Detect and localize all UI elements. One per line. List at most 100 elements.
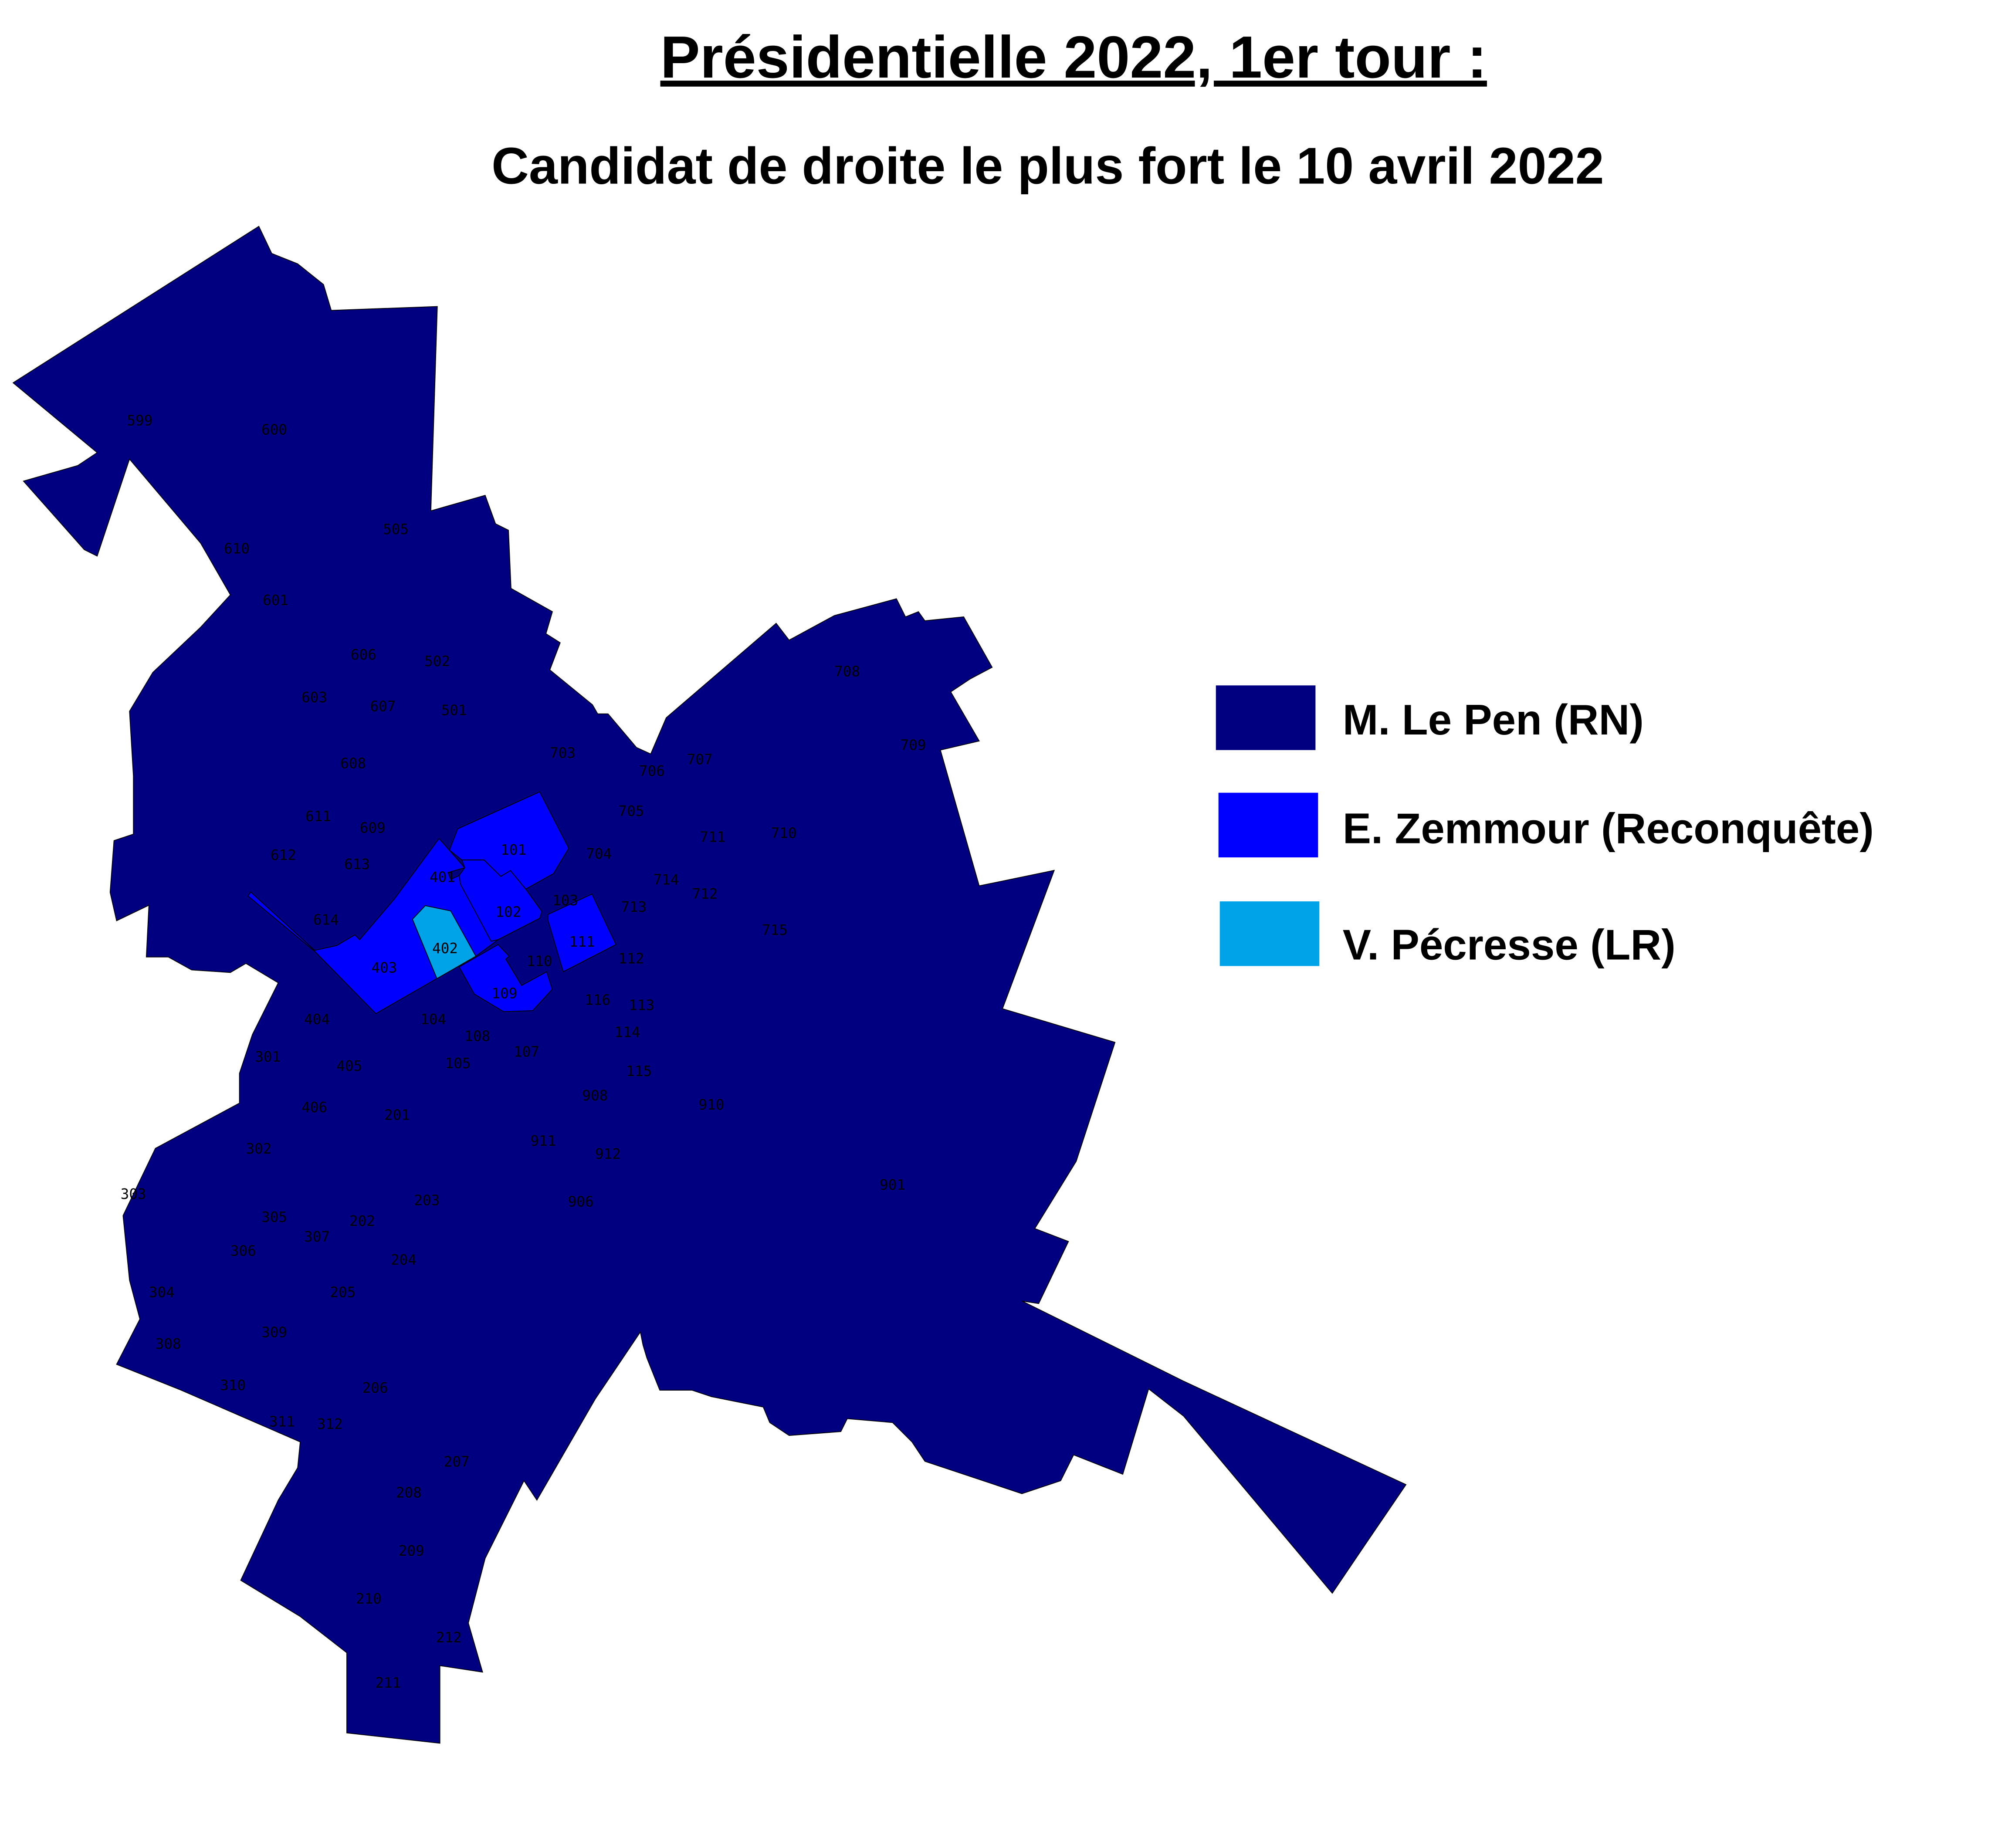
bureau-label-614: 614 [313, 911, 339, 928]
legend-swatch-pecresse [1219, 901, 1320, 966]
bureau-label-708: 708 [834, 663, 860, 680]
bureau-label-304: 304 [149, 1284, 175, 1300]
bureau-labels: 599 600 610 601 505 606 502 603 607 501 608 611 612 6… [121, 413, 926, 1691]
bureau-label-111: 111 [569, 934, 595, 950]
commune-map [12, 226, 1407, 1744]
bureau-label-610: 610 [224, 541, 250, 557]
bureau-label-204: 204 [391, 1252, 417, 1268]
bureau-label-103: 103 [552, 892, 578, 909]
bureau-label-707: 707 [687, 751, 713, 768]
bureau-label-108: 108 [464, 1028, 490, 1045]
bureau-label-101: 101 [501, 842, 526, 858]
bureau-label-402: 402 [432, 940, 458, 957]
bureau-label-712: 712 [692, 886, 718, 902]
bureau-label-705: 705 [619, 803, 644, 819]
region-pecresse-402 [412, 905, 477, 979]
bureau-label-613: 613 [344, 856, 370, 873]
bureau-label-202: 202 [349, 1213, 375, 1229]
bureau-label-308: 308 [156, 1336, 181, 1352]
bureau-label-205: 205 [330, 1284, 356, 1300]
bureau-label-606: 606 [351, 646, 376, 663]
bureau-label-209: 209 [399, 1543, 424, 1559]
bureau-label-901: 901 [880, 1177, 905, 1193]
bureau-label-403: 403 [372, 959, 397, 976]
bureau-label-312: 312 [317, 1416, 343, 1432]
bureau-label-715: 715 [762, 922, 788, 938]
bureau-label-910: 910 [699, 1097, 725, 1113]
bureau-label-211: 211 [375, 1675, 401, 1691]
legend-label-le-pen: M. Le Pen (RN) [1343, 696, 1644, 744]
bureau-label-612: 612 [271, 847, 296, 863]
bureau-label-607: 607 [370, 698, 396, 715]
bureau-label-406: 406 [301, 1099, 327, 1116]
bureau-label-109: 109 [492, 985, 518, 1002]
bureau-label-713: 713 [621, 899, 647, 915]
bureau-label-711: 711 [700, 829, 726, 845]
bureau-label-502: 502 [424, 653, 450, 670]
bureau-label-310: 310 [220, 1377, 246, 1394]
bureau-label-908: 908 [582, 1087, 608, 1104]
bureau-label-115: 115 [626, 1063, 652, 1080]
bureau-label-912: 912 [595, 1146, 621, 1162]
bureau-label-302: 302 [246, 1141, 272, 1157]
bureau-label-601: 601 [263, 592, 288, 609]
legend-swatch-le-pen [1216, 685, 1316, 750]
bureau-label-706: 706 [639, 763, 665, 779]
bureau-label-311: 311 [269, 1413, 295, 1430]
legend-label-zemmour: E. Zemmour (Reconquête) [1343, 804, 1874, 852]
bureau-label-714: 714 [654, 871, 679, 888]
bureau-label-703: 703 [550, 745, 576, 762]
region-zemmour-111 [547, 893, 617, 972]
bureau-label-301: 301 [255, 1049, 281, 1065]
bureau-label-102: 102 [496, 904, 522, 921]
bureau-label-611: 611 [305, 808, 331, 825]
bureau-label-208: 208 [396, 1485, 422, 1501]
bureau-label-401: 401 [430, 869, 455, 886]
region-le-pen [12, 226, 1407, 1744]
legend-swatch-zemmour [1218, 792, 1318, 858]
bureau-label-104: 104 [420, 1011, 446, 1028]
bureau-label-599: 599 [127, 413, 153, 429]
map-subtitle: Candidat de droite le plus fort le 10 av… [491, 138, 1604, 195]
bureau-label-709: 709 [901, 737, 926, 754]
bureau-label-110: 110 [527, 953, 552, 969]
bureau-label-114: 114 [615, 1024, 640, 1041]
bureau-label-212: 212 [436, 1629, 462, 1646]
bureau-label-505: 505 [383, 521, 409, 538]
legend-item-le-pen: M. Le Pen (RN) [1216, 685, 1644, 750]
bureau-label-210: 210 [356, 1591, 382, 1607]
bureau-label-113: 113 [629, 997, 654, 1013]
bureau-label-600: 600 [261, 421, 287, 438]
region-zemmour-102 [458, 860, 542, 942]
legend-label-pecresse: V. Pécresse (LR) [1343, 921, 1676, 969]
bureau-label-609: 609 [360, 820, 386, 836]
legend-item-pecresse: V. Pécresse (LR) [1219, 901, 1676, 969]
bureau-label-704: 704 [586, 846, 612, 862]
bureau-label-405: 405 [336, 1058, 362, 1074]
bureau-label-710: 710 [771, 825, 797, 842]
bureau-label-608: 608 [340, 755, 366, 772]
bureau-label-206: 206 [362, 1380, 388, 1396]
bureau-label-309: 309 [261, 1324, 287, 1340]
bureau-label-306: 306 [230, 1242, 256, 1259]
bureau-label-107: 107 [514, 1043, 539, 1060]
bureau-label-603: 603 [301, 689, 327, 706]
bureau-label-303: 303 [121, 1186, 146, 1202]
bureau-label-404: 404 [304, 1011, 330, 1028]
bureau-label-207: 207 [444, 1453, 470, 1470]
legend-item-zemmour: E. Zemmour (Reconquête) [1218, 792, 1874, 858]
region-zemmour-109 [458, 944, 553, 1012]
bureau-label-911: 911 [531, 1133, 556, 1149]
bureau-label-906: 906 [568, 1194, 594, 1210]
bureau-label-501: 501 [441, 702, 467, 719]
bureau-label-203: 203 [414, 1192, 440, 1209]
bureau-label-305: 305 [261, 1209, 287, 1225]
map-title: Présidentielle 2022, 1er tour : [660, 24, 1487, 90]
legend: M. Le Pen (RN) E. Zemmour (Reconquête) V… [1216, 685, 1874, 969]
bureau-label-105: 105 [445, 1055, 471, 1072]
bureau-label-112: 112 [619, 951, 644, 967]
bureau-label-116: 116 [585, 992, 610, 1009]
bureau-label-307: 307 [304, 1229, 330, 1245]
bureau-label-201: 201 [384, 1107, 410, 1124]
